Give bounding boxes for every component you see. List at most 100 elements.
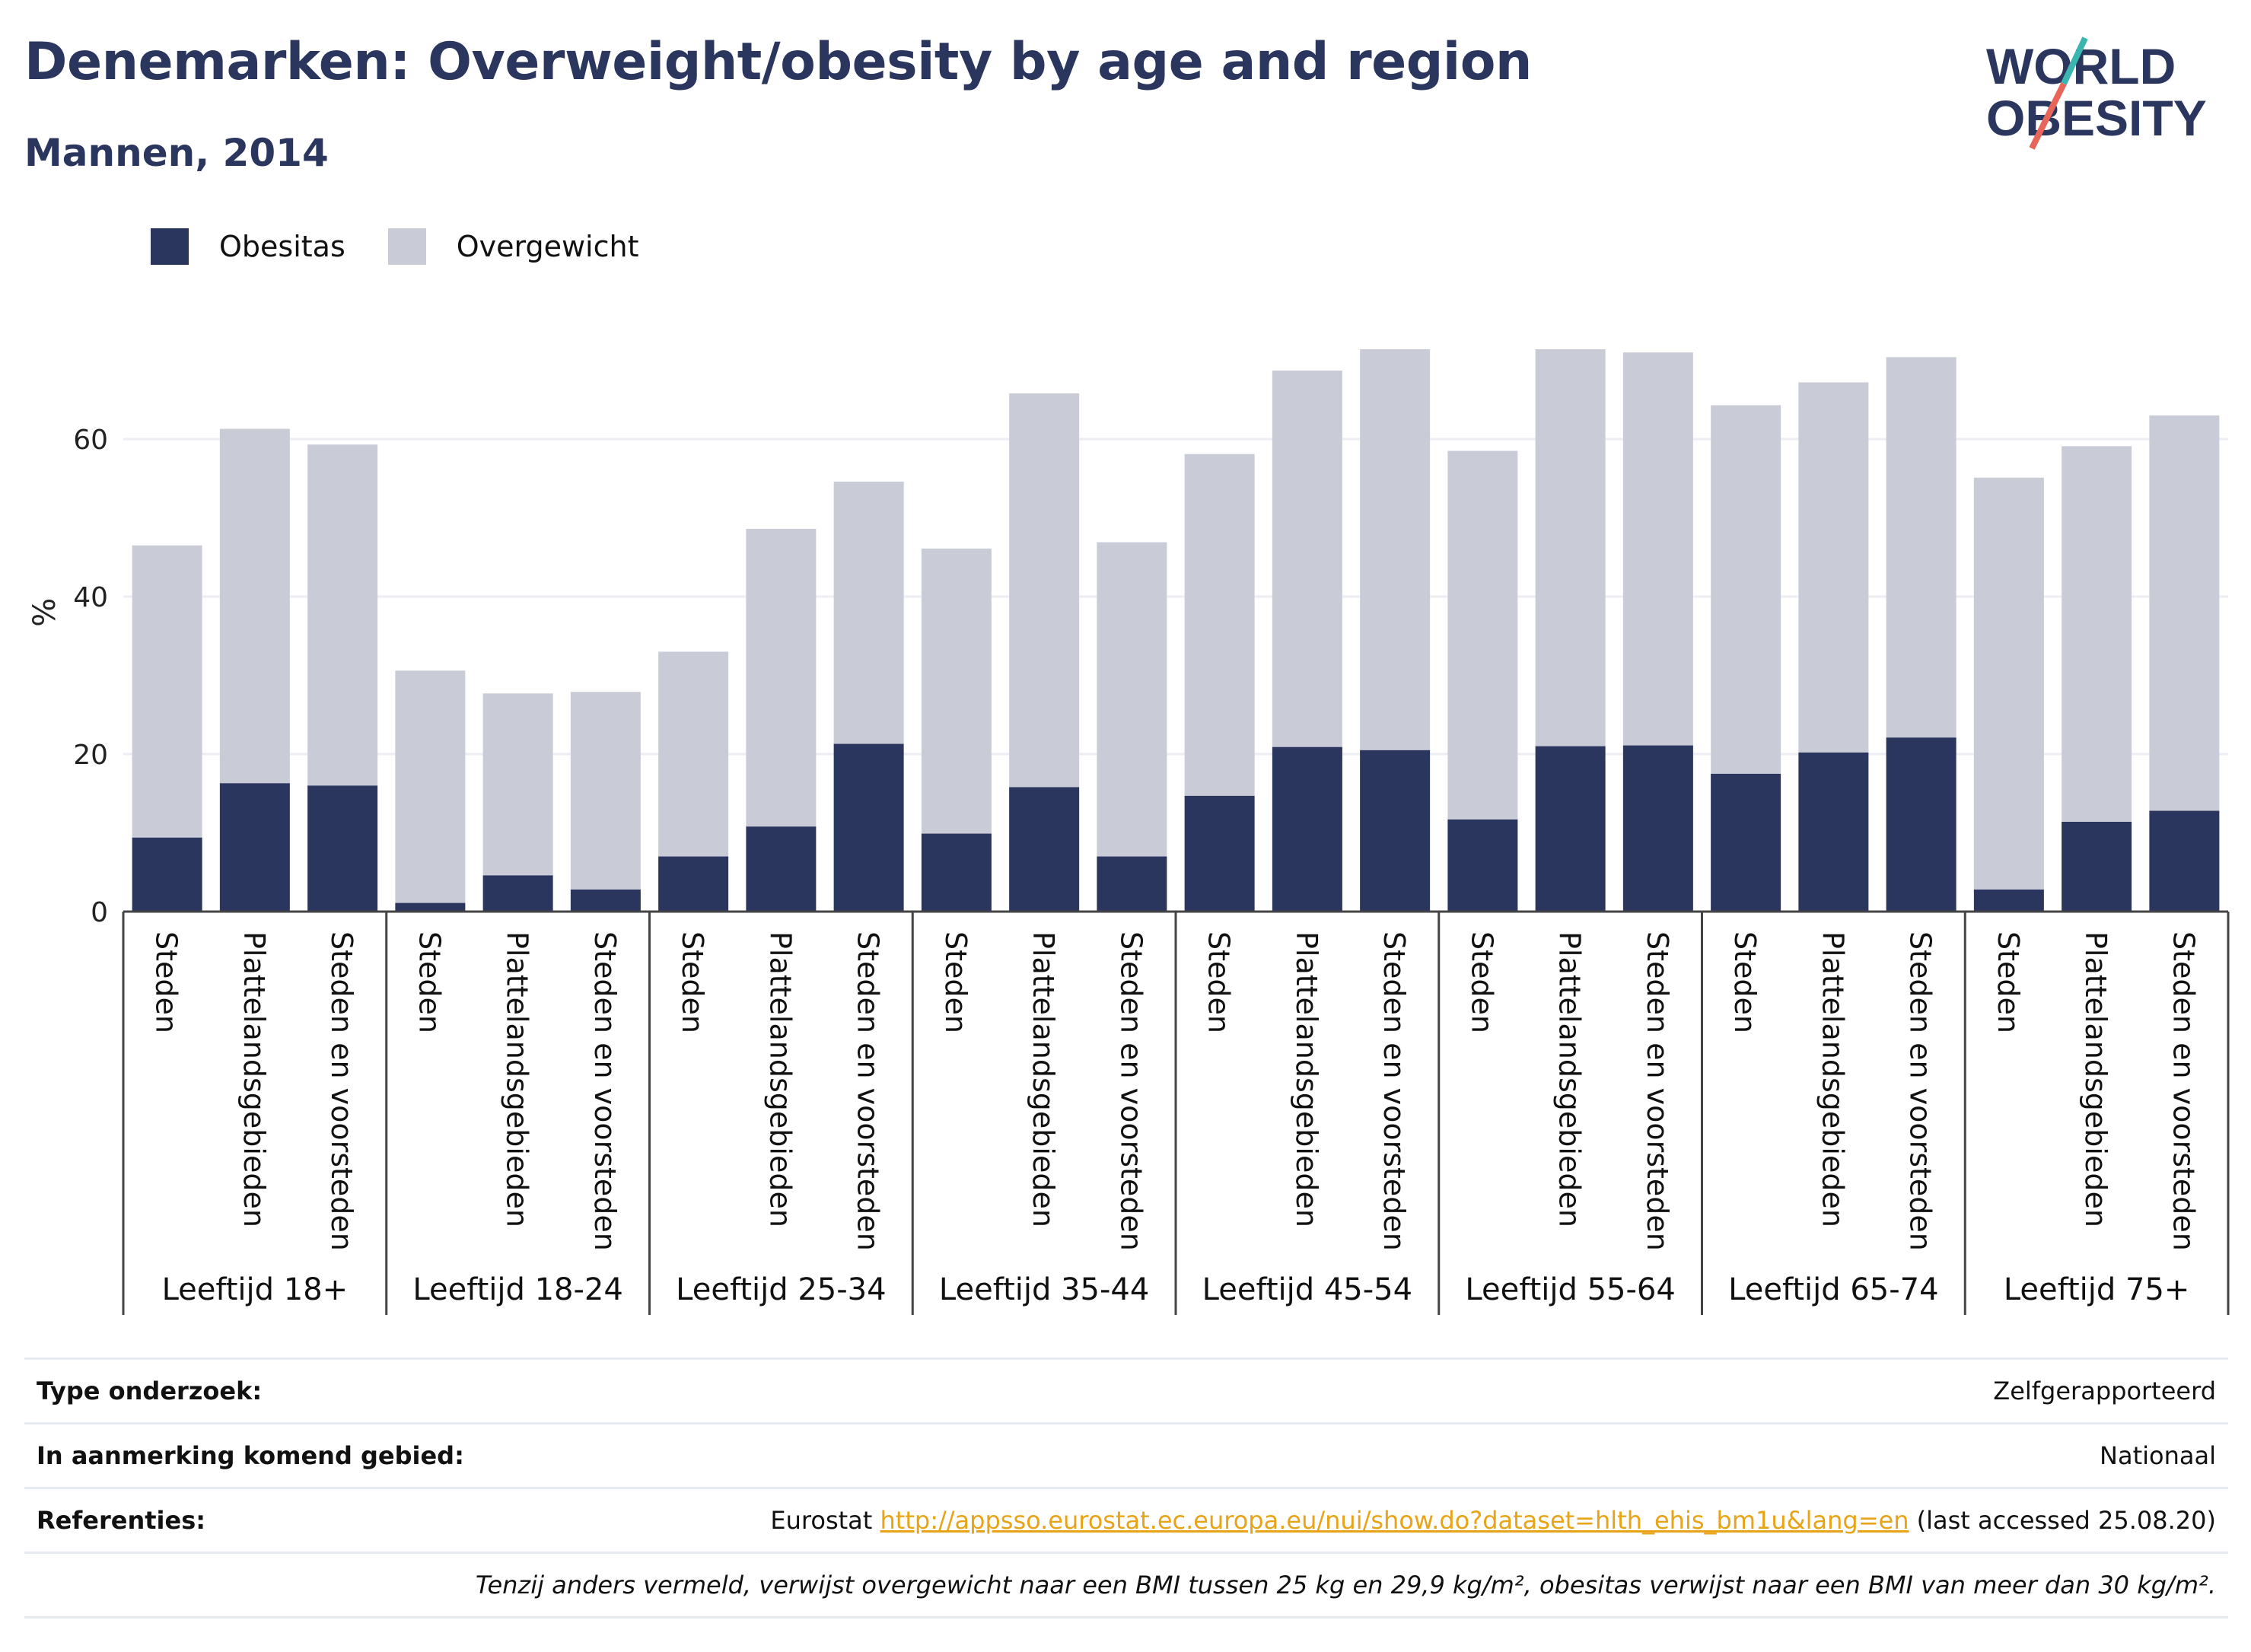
bar-overgewicht (570, 692, 641, 890)
category-label: Steden (150, 931, 183, 1033)
category-label: Steden (1992, 931, 2025, 1033)
bar-obesitas (1798, 752, 1869, 912)
bar-obesitas (1447, 819, 1518, 912)
bar-obesitas (1886, 737, 1956, 912)
info-table: Type onderzoek: Zelfgerapporteerd In aan… (24, 1358, 2228, 1619)
category-label: Plattelandsgebieden (2079, 931, 2113, 1227)
category-label: Steden en voorsteden (2167, 931, 2200, 1251)
bar-overgewicht (1886, 357, 1956, 738)
bar-overgewicht (1711, 405, 1781, 774)
bar-obesitas (1009, 787, 1080, 912)
group-label: Leeftijd 18+ (162, 1272, 349, 1307)
category-label: Steden en voorsteden (852, 931, 885, 1251)
bar-obesitas (2149, 810, 2220, 912)
survey-type-label: Type onderzoek: (37, 1377, 263, 1405)
bar-obesitas (1360, 750, 1431, 912)
category-label: Steden (1465, 931, 1498, 1033)
group-label: Leeftijd 65-74 (1728, 1272, 1938, 1307)
bar-obesitas (1711, 773, 1781, 912)
category-label: Steden en voorsteden (325, 931, 358, 1251)
bar-overgewicht (1272, 370, 1342, 747)
world-obesity-logo: WORLD OBESITY (1986, 37, 2207, 150)
group-label: Leeftijd 45-54 (1202, 1272, 1412, 1307)
bar-obesitas (132, 837, 202, 912)
bar-overgewicht (833, 481, 904, 744)
bar-overgewicht (1360, 349, 1431, 750)
bar-obesitas (307, 785, 378, 912)
bar-overgewicht (307, 444, 378, 786)
bmi-note: Tenzij anders vermeld, verwijst overgewi… (475, 1571, 2216, 1599)
legend-label-overgewicht: Overgewicht (456, 230, 639, 263)
info-row-survey-type: Type onderzoek: Zelfgerapporteerd (24, 1358, 2228, 1422)
references-link[interactable]: http://appsso.eurostat.ec.europa.eu/nui/… (880, 1506, 1909, 1535)
references-label: Referenties: (37, 1506, 206, 1535)
bar-overgewicht (1097, 542, 1167, 857)
chart-legend: Obesitas Overgewicht (151, 225, 682, 268)
bar-overgewicht (2149, 415, 2220, 811)
category-label: Plattelandsgebieden (1290, 931, 1323, 1227)
category-label: Steden en voorsteden (1114, 931, 1148, 1251)
group-label: Leeftijd 55-64 (1465, 1272, 1675, 1307)
info-row-note: Tenzij anders vermeld, verwijst overgewi… (24, 1552, 2228, 1619)
info-row-references: Referenties: Eurostat http://appsso.euro… (24, 1487, 2228, 1552)
survey-type-value: Zelfgerapporteerd (1993, 1377, 2216, 1405)
group-label: Leeftijd 25-34 (676, 1272, 886, 1307)
bar-obesitas (1097, 856, 1167, 912)
logo-slash-teal (2061, 37, 2088, 85)
group-label: Leeftijd 75+ (2004, 1272, 2190, 1307)
bar-obesitas (1184, 795, 1255, 912)
category-label: Steden en voorsteden (588, 931, 622, 1251)
bar-overgewicht (132, 545, 202, 838)
category-label: Steden (1728, 931, 1762, 1033)
legend-item-obesitas: Obesitas (151, 228, 345, 265)
bar-overgewicht (1622, 352, 1693, 746)
category-label: Plattelandsgebieden (237, 931, 271, 1227)
group-label: Leeftijd 35-44 (939, 1272, 1149, 1307)
category-label: Steden en voorsteden (1377, 931, 1411, 1251)
info-row-area: In aanmerking komend gebied: Nationaal (24, 1422, 2228, 1487)
bar-overgewicht (1184, 454, 1255, 796)
bar-obesitas (482, 875, 553, 912)
y-tick-label: 0 (91, 897, 108, 928)
legend-label-obesitas: Obesitas (219, 230, 345, 263)
area-value: Nationaal (2100, 1441, 2216, 1470)
category-label: Plattelandsgebieden (1816, 931, 1849, 1227)
category-label: Steden en voorsteden (1641, 931, 1674, 1251)
references-value: Eurostat http://appsso.eurostat.ec.europ… (770, 1506, 2216, 1535)
bar-overgewicht (1009, 393, 1080, 788)
category-label: Steden (1202, 931, 1236, 1033)
category-label: Plattelandsgebieden (1553, 931, 1587, 1227)
bar-overgewicht (2062, 446, 2132, 823)
logo-line-2: OBESITY (1986, 90, 2207, 146)
category-label: Plattelandsgebieden (501, 931, 534, 1227)
bar-overgewicht (219, 428, 290, 784)
y-tick-label: 40 (73, 582, 108, 613)
bar-obesitas (395, 902, 466, 912)
page-title: Denemarken: Overweight/obesity by age an… (24, 32, 1532, 92)
category-label: Steden en voorsteden (1904, 931, 1937, 1251)
legend-swatch-obesitas (151, 228, 189, 265)
references-prefix: Eurostat (770, 1506, 880, 1535)
category-label: Steden (939, 931, 973, 1033)
legend-item-overgewicht: Overgewicht (387, 228, 639, 265)
references-suffix: (last accessed 25.08.20) (1909, 1506, 2216, 1535)
logo-slash-red (2029, 82, 2067, 150)
category-label: Plattelandsgebieden (763, 931, 797, 1227)
category-label: Plattelandsgebieden (1027, 931, 1060, 1227)
bar-obesitas (1622, 745, 1693, 912)
bar-obesitas (2062, 822, 2132, 912)
bar-obesitas (658, 856, 729, 912)
bar-overgewicht (1798, 382, 1869, 753)
bar-chart: 0 20 40 60% Steden Plattelandsgebieden Steden … (27, 349, 2230, 1315)
bar-overgewicht (1535, 349, 1606, 746)
bar-overgewicht (482, 693, 553, 876)
bar-obesitas (1973, 890, 2044, 912)
category-label: Steden (676, 931, 709, 1033)
y-tick-label: 60 (73, 425, 108, 456)
bar-obesitas (570, 890, 641, 912)
y-tick-label: 20 (73, 740, 108, 771)
bar-overgewicht (1447, 450, 1518, 820)
bar-overgewicht (921, 548, 992, 834)
bar-overgewicht (395, 670, 466, 903)
legend-swatch-overgewicht (387, 228, 426, 265)
